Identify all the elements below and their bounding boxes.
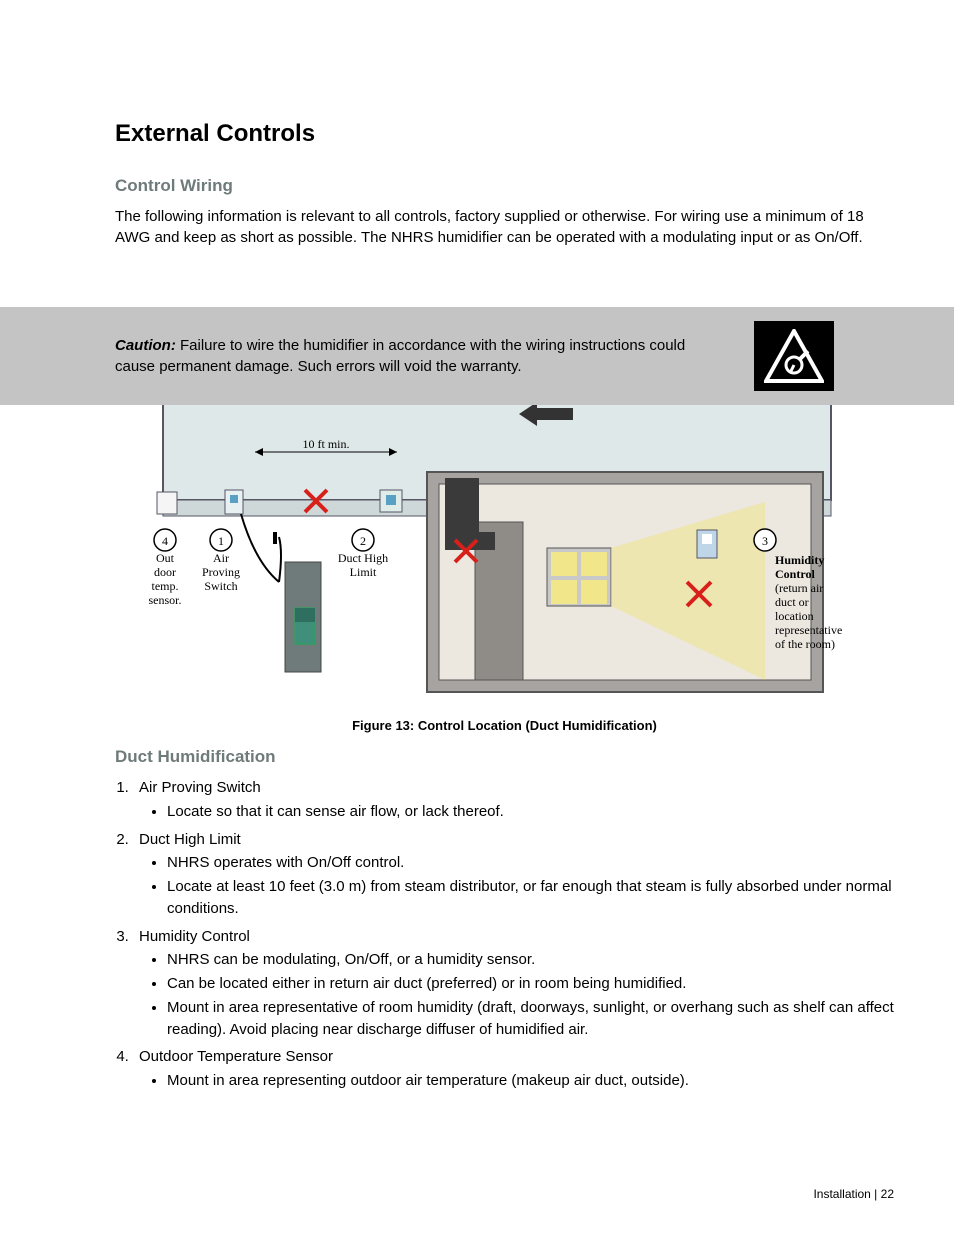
svg-text:3: 3 — [762, 534, 768, 548]
bullet-item: NHRS operates with On/Off control. — [167, 852, 894, 874]
page-title: External Controls — [115, 120, 894, 148]
svg-text:2: 2 — [360, 534, 366, 548]
item-label: Air Proving Switch — [139, 779, 261, 796]
control-wiring-body: The following information is relevant to… — [115, 206, 894, 248]
svg-text:Limit: Limit — [350, 565, 377, 579]
svg-text:sensor.: sensor. — [149, 593, 182, 607]
svg-text:Out: Out — [156, 551, 175, 565]
svg-text:of the room): of the room) — [775, 637, 835, 651]
list-item: Air Proving Switch Locate so that it can… — [133, 777, 894, 823]
item-label: Duct High Limit — [139, 831, 241, 848]
footer-section: Installation — [813, 1187, 870, 1201]
figure-control-location: 10 ft min. — [145, 382, 894, 706]
page-footer: Installation | 22 — [813, 1187, 894, 1201]
list-item: Duct High Limit NHRS operates with On/Of… — [133, 829, 894, 920]
svg-text:1: 1 — [218, 534, 224, 548]
bullet-item: Can be located either in return air duct… — [167, 973, 894, 995]
bullet-item: NHRS can be modulating, On/Off, or a hum… — [167, 949, 894, 971]
svg-text:Control: Control — [775, 567, 815, 581]
svg-text:4: 4 — [162, 534, 168, 548]
footer-page: 22 — [881, 1187, 894, 1201]
svg-text:representative: representative — [775, 623, 842, 637]
bullet-item: Mount in area representative of room hum… — [167, 997, 894, 1041]
figure-caption: Figure 13: Control Location (Duct Humidi… — [115, 718, 894, 733]
caution-bar: Caution: Failure to wire the humidifier … — [0, 307, 954, 405]
item-label: Outdoor Temperature Sensor — [139, 1048, 333, 1065]
svg-text:location: location — [775, 609, 814, 623]
svg-text:Air: Air — [213, 551, 229, 565]
footer-sep: | — [871, 1187, 881, 1201]
svg-text:Switch: Switch — [204, 579, 237, 593]
caution-text: Failure to wire the humidifier in accord… — [115, 337, 685, 375]
svg-text:(return air: (return air — [775, 581, 823, 595]
caution-label: Caution: — [115, 337, 176, 354]
svg-text:Proving: Proving — [202, 565, 240, 579]
caution-icon — [754, 321, 834, 391]
svg-text:door: door — [154, 565, 176, 579]
dim-label: 10 ft min. — [303, 437, 350, 451]
bullet-item: Locate so that it can sense air flow, or… — [167, 801, 894, 823]
svg-text:temp.: temp. — [152, 579, 179, 593]
bullet-item: Mount in area representing outdoor air t… — [167, 1070, 894, 1092]
svg-text:Humidity: Humidity — [775, 553, 824, 567]
svg-text:duct or: duct or — [775, 595, 809, 609]
item-label: Humidity Control — [139, 928, 250, 945]
svg-text:Duct High: Duct High — [338, 551, 388, 565]
section-duct-humidification-title: Duct Humidification — [115, 747, 894, 767]
bullet-item: Locate at least 10 feet (3.0 m) from ste… — [167, 876, 894, 920]
list-item: Humidity Control NHRS can be modulating,… — [133, 926, 894, 1041]
section-control-wiring-title: Control Wiring — [115, 176, 894, 196]
list-item: Outdoor Temperature Sensor Mount in area… — [133, 1046, 894, 1092]
duct-humidification-list: Air Proving Switch Locate so that it can… — [133, 777, 894, 1092]
